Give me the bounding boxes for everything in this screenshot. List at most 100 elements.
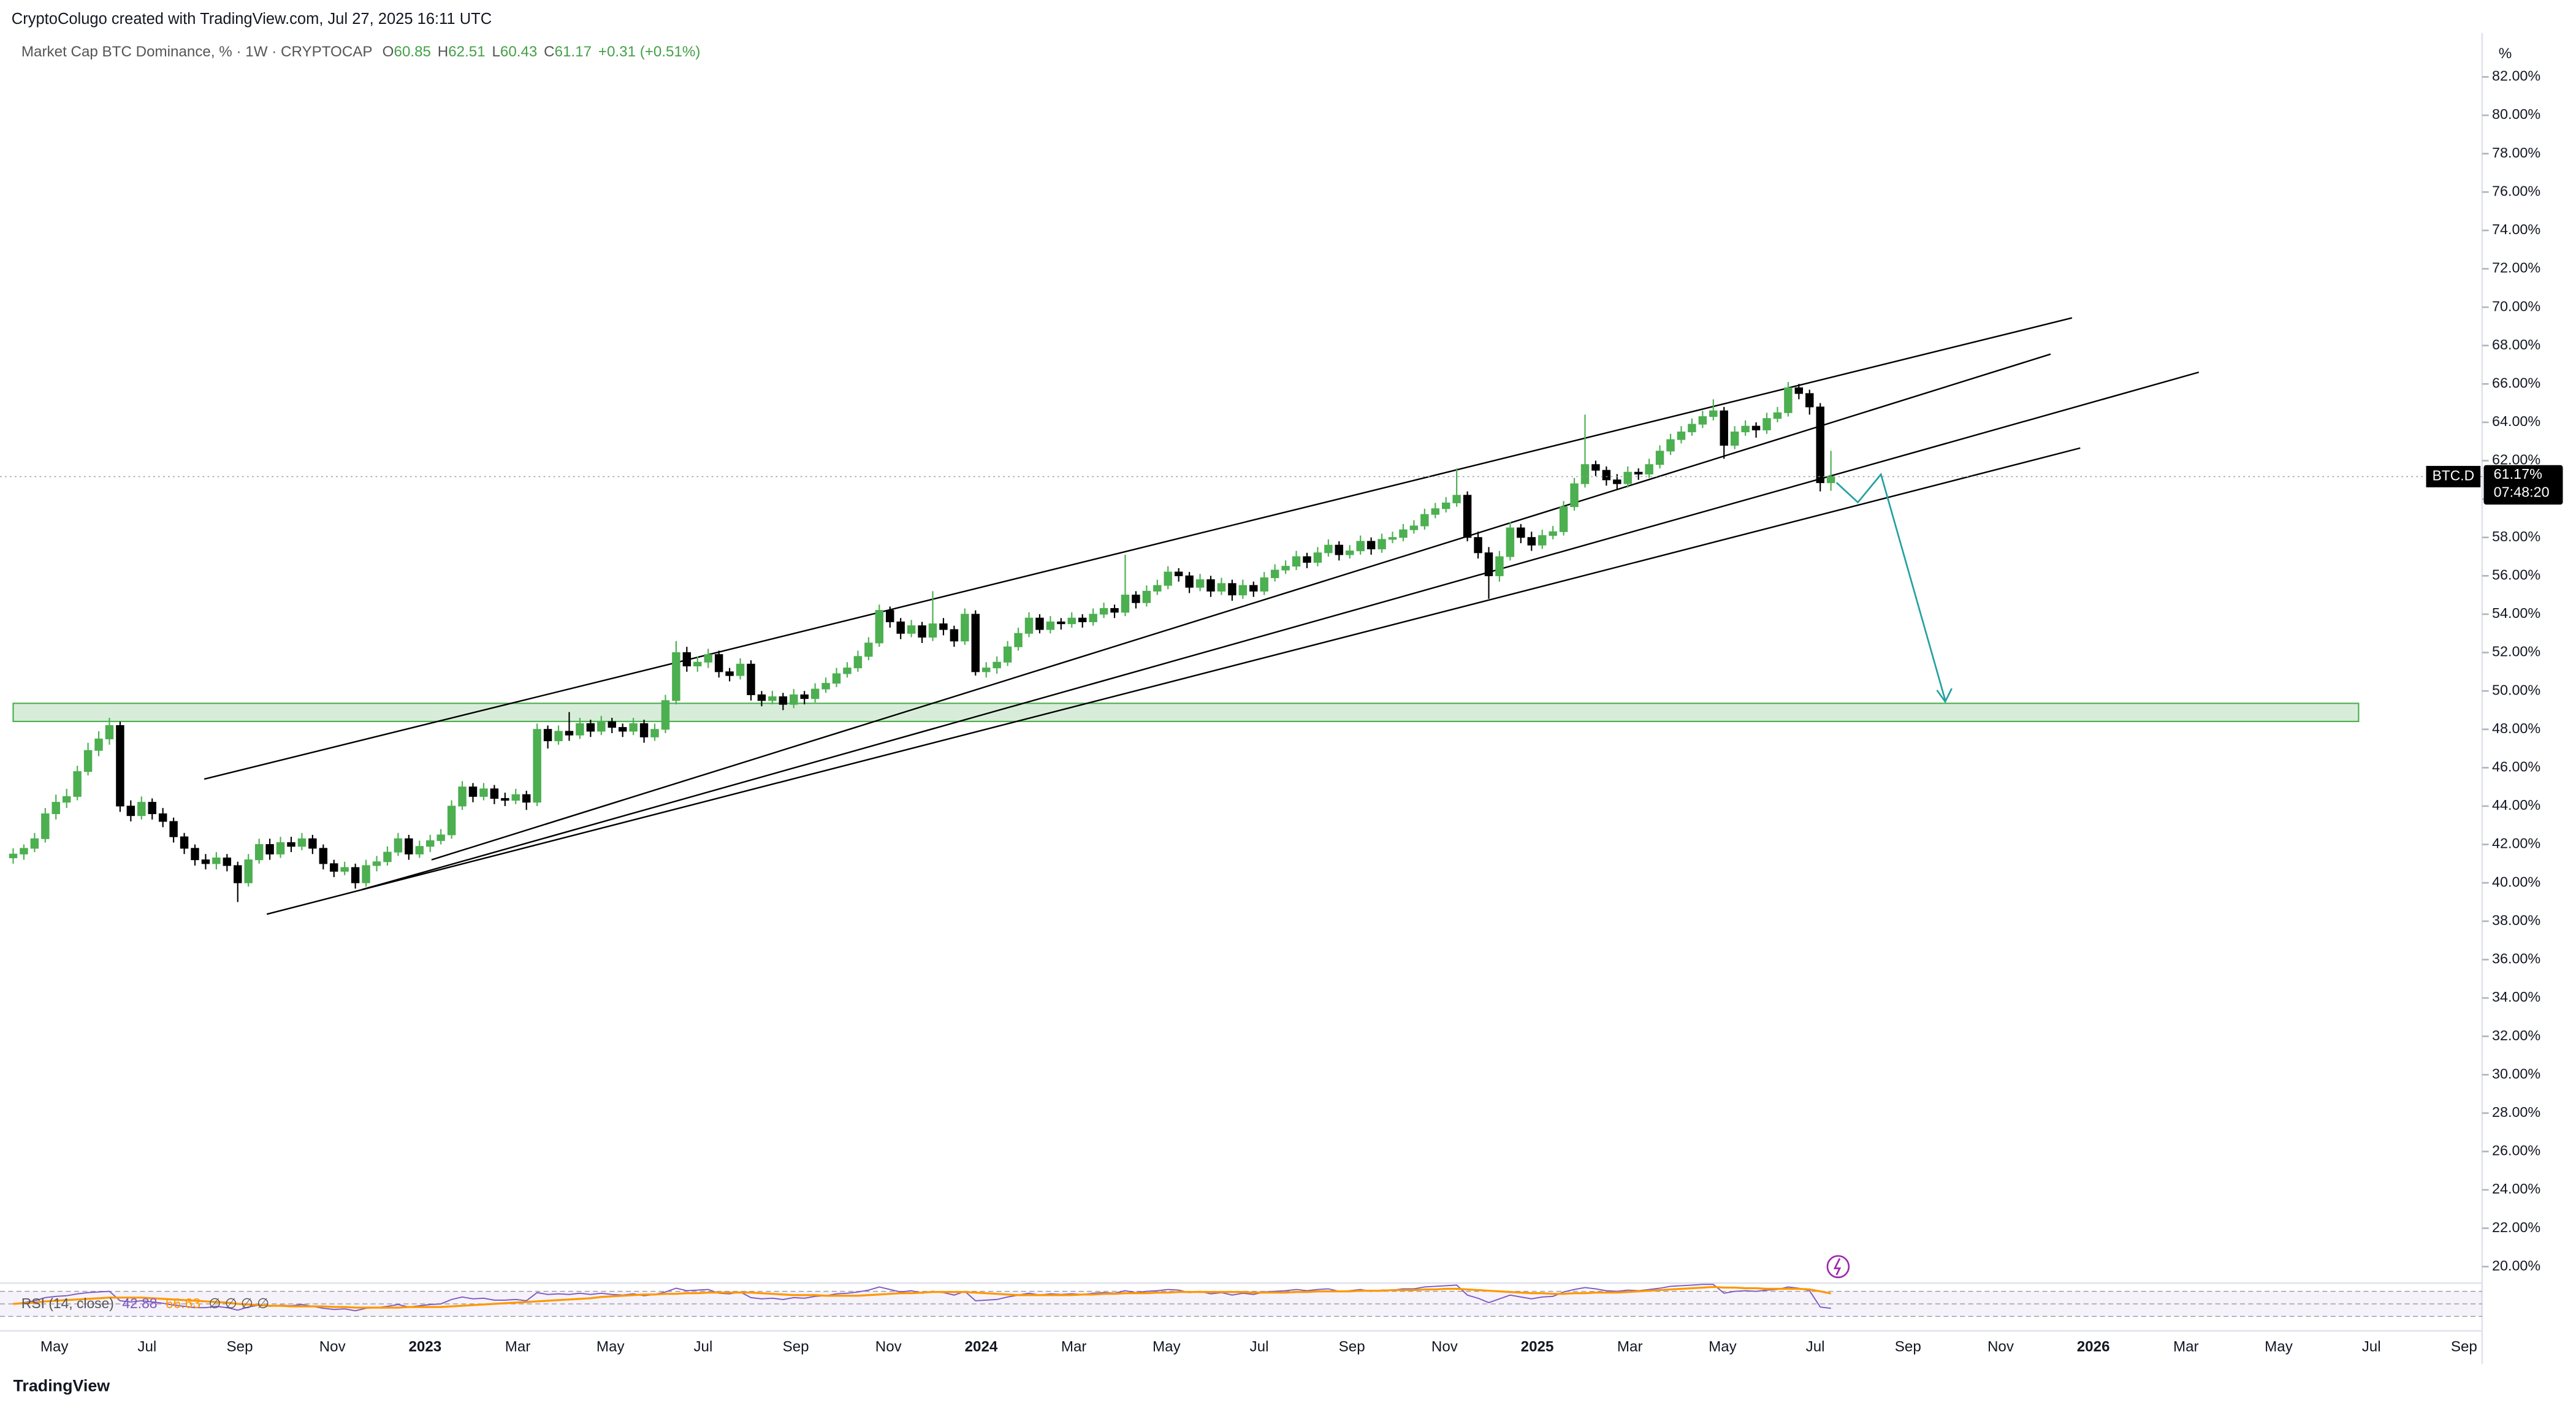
y-tick-label: 82.00% (2492, 68, 2540, 84)
candle-body (1164, 571, 1172, 586)
y-tick-label: 80.00% (2492, 106, 2540, 122)
y-tick-label: 48.00% (2492, 720, 2540, 736)
candle-body (1378, 539, 1386, 550)
candle-body (790, 694, 798, 705)
candle-body (714, 654, 723, 672)
candle-body (1452, 495, 1461, 503)
x-tick-label: Jul (137, 1338, 156, 1355)
candle-body (1110, 608, 1119, 613)
candle-body (907, 625, 916, 634)
arrow-head (1936, 688, 1953, 704)
candle-body (757, 694, 766, 701)
candle-body (896, 621, 905, 634)
legend-ohlc-label: O (383, 44, 394, 60)
candle-body (1773, 412, 1782, 419)
candle-body (1238, 585, 1248, 596)
candle-body (1431, 508, 1440, 515)
price-unit: % (2499, 45, 2512, 62)
candle-body (468, 786, 478, 797)
candle-body (982, 668, 991, 672)
alert-icon-bolt (1833, 1258, 1842, 1276)
y-tick-label: 24.00% (2492, 1181, 2540, 1197)
candle-body (383, 851, 392, 862)
x-tick-label: Sep (2451, 1338, 2477, 1355)
candle-body (1698, 416, 1707, 425)
candle-body (639, 723, 649, 737)
candle-body (853, 656, 863, 669)
y-tick-label: 28.00% (2492, 1104, 2540, 1120)
candle-body (330, 863, 338, 872)
candle-body (137, 802, 146, 817)
candle-body (1623, 471, 1632, 484)
symbol-tag (2426, 466, 2481, 487)
candle-body (1281, 566, 1290, 571)
candle-body (319, 848, 328, 864)
candle-body (682, 652, 692, 667)
candle-body (1420, 514, 1429, 527)
candle-body (1024, 617, 1034, 634)
candle-body (1720, 410, 1728, 446)
candle-body (650, 729, 659, 737)
candle-body (1185, 575, 1194, 588)
x-tick-label: Jul (693, 1338, 712, 1355)
brand: TradingView (13, 1377, 110, 1395)
x-tick-label: May (1709, 1338, 1737, 1355)
candle-body (287, 842, 295, 847)
candle-body (1559, 506, 1568, 532)
candle-body (1826, 476, 1835, 484)
x-tick-label: Sep (783, 1338, 809, 1355)
candle-body (148, 802, 156, 815)
candle-body (672, 652, 680, 701)
candle-body (928, 623, 937, 638)
candle-body (875, 610, 884, 644)
legend-title: Market Cap BTC Dominance, % · 1W · CRYPT… (21, 44, 373, 60)
candle-body (116, 725, 124, 807)
y-tick-label: 68.00% (2492, 337, 2540, 352)
candle-body (362, 865, 370, 883)
y-tick-label: 74.00% (2492, 221, 2540, 237)
legend-change: +0.31 (+0.51%) (598, 44, 701, 60)
candle-body (1816, 406, 1824, 484)
rsi-title: RSI (14, close) (21, 1295, 114, 1311)
x-tick-label: Nov (875, 1338, 902, 1355)
candle-body (618, 727, 627, 732)
candle-body (212, 857, 221, 864)
trend-line (431, 353, 2051, 861)
candle-body (20, 848, 28, 855)
candle-body (191, 848, 199, 861)
legend-ohlc-label: H (438, 44, 448, 60)
candle-body (1463, 495, 1472, 538)
candle-body (810, 688, 820, 699)
candle-body (30, 838, 39, 849)
candle-body (950, 629, 959, 642)
x-tick-label: 2023 (408, 1338, 441, 1355)
alert-icon[interactable] (1826, 1255, 1850, 1279)
candle-body (768, 696, 777, 701)
y-tick-label: 30.00% (2492, 1065, 2540, 1081)
candle-body (1313, 552, 1322, 563)
y-tick-label: 72.00% (2492, 260, 2540, 276)
candle-body (1078, 617, 1087, 623)
candle-body (1260, 577, 1268, 592)
candle-body (436, 834, 445, 841)
candle-body (1741, 425, 1750, 433)
candle-body (1035, 617, 1044, 630)
candle-body (201, 859, 210, 864)
y-tick-label: 34.00% (2492, 989, 2540, 1005)
candle-body (597, 721, 606, 732)
y-tick-label: 56.00% (2492, 567, 2540, 583)
candle-body (886, 610, 894, 623)
candle-body (1517, 527, 1525, 538)
candle-body (832, 673, 841, 684)
candle-body (993, 661, 1001, 669)
candle-body (1366, 541, 1376, 550)
rsi-placeholders: ∅ ∅ ∅ ∅ (208, 1295, 269, 1311)
candle-body (1121, 595, 1130, 613)
candle-body (1709, 410, 1718, 417)
candle-body (223, 857, 232, 866)
candle-body (864, 642, 873, 657)
candle-body (586, 723, 595, 732)
symbol-legend: Market Cap BTC Dominance, % · 1W · CRYPT… (21, 44, 701, 60)
x-tick-label: Jul (1806, 1338, 1825, 1355)
candle-body (1003, 646, 1012, 663)
